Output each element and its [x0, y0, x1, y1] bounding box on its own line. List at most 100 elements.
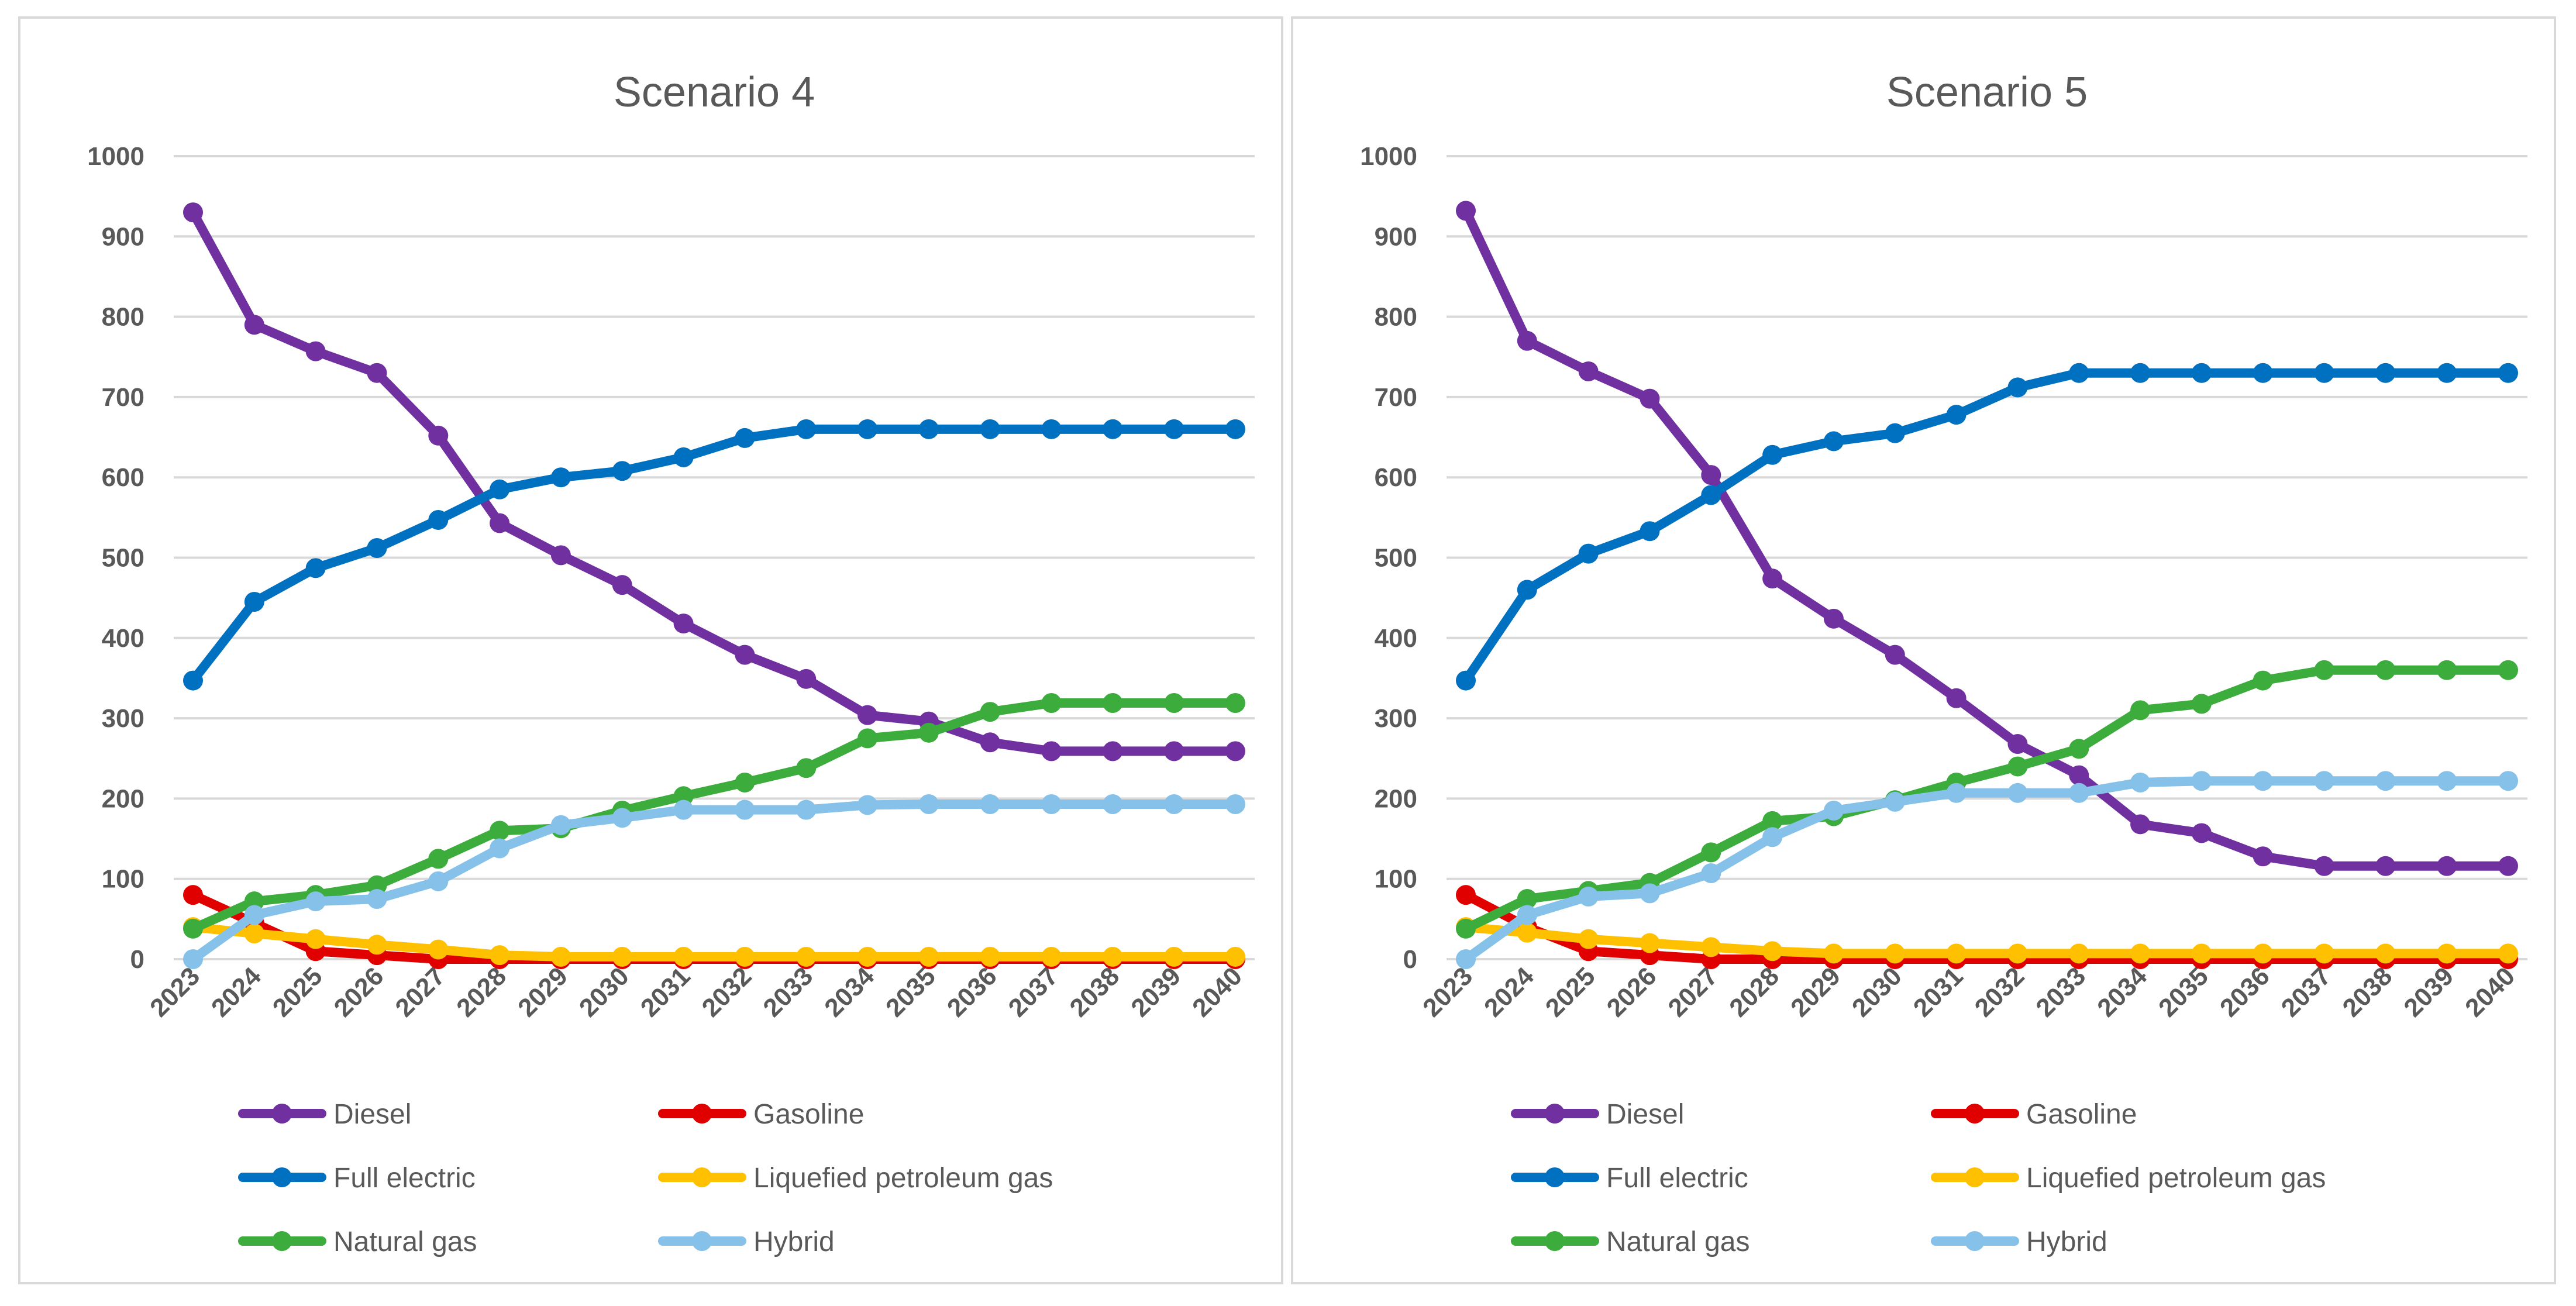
- data-point-diesel: [1225, 741, 1245, 761]
- legend-label-diesel: Diesel: [1606, 1099, 1684, 1130]
- legend-label-hybrid: Hybrid: [2026, 1226, 2107, 1257]
- y-tick-label: 400: [1375, 624, 1417, 653]
- data-point-liquefied-petroleum-gas: [490, 945, 510, 966]
- data-point-full-electric: [1701, 485, 1721, 505]
- data-point-liquefied-petroleum-gas: [2191, 943, 2212, 964]
- series-line-hybrid: [188, 800, 1240, 964]
- data-point-natural-gas: [1225, 693, 1245, 714]
- data-point-full-electric: [735, 428, 755, 448]
- legend-label-liquefied-petroleum-gas: Liquefied petroleum gas: [2026, 1163, 2326, 1194]
- x-tick-label: 2034: [2092, 962, 2153, 1022]
- data-point-diesel: [2130, 814, 2151, 835]
- data-point-hybrid: [796, 800, 817, 820]
- data-point-full-electric: [428, 509, 449, 530]
- y-tick-label: 1000: [87, 142, 144, 171]
- data-point-liquefied-petroleum-gas: [1762, 941, 1783, 962]
- data-point-hybrid: [1885, 791, 1905, 812]
- legend-label-full-electric: Full electric: [333, 1163, 476, 1194]
- x-tick-label: 2033: [2030, 962, 2091, 1022]
- data-point-diesel: [2007, 734, 2028, 754]
- data-point-liquefied-petroleum-gas: [857, 946, 878, 967]
- data-point-full-electric: [2437, 363, 2457, 383]
- data-point-diesel: [980, 732, 1000, 753]
- data-point-liquefied-petroleum-gas: [2314, 943, 2334, 964]
- data-point-liquefied-petroleum-gas: [980, 946, 1000, 967]
- data-point-diesel: [1640, 388, 1660, 409]
- data-point-hybrid: [980, 794, 1000, 815]
- data-point-diesel: [2498, 856, 2518, 876]
- data-point-full-electric: [305, 558, 326, 578]
- x-tick-label: 2040: [1187, 962, 1248, 1022]
- data-point-diesel: [673, 614, 694, 634]
- data-point-hybrid: [244, 905, 264, 925]
- data-point-hybrid: [1946, 783, 1967, 803]
- data-point-hybrid: [2375, 771, 2396, 791]
- y-tick-label: 1000: [1360, 142, 1417, 171]
- data-point-natural-gas: [1762, 811, 1783, 831]
- data-point-diesel: [2069, 765, 2089, 785]
- data-point-natural-gas: [2007, 756, 2028, 777]
- x-tick-label: 2036: [2215, 962, 2275, 1022]
- x-tick-label: 2038: [2337, 962, 2398, 1022]
- data-point-natural-gas: [673, 786, 694, 807]
- data-point-full-electric: [1946, 405, 1967, 425]
- legend-label-liquefied-petroleum-gas: Liquefied petroleum gas: [753, 1163, 1053, 1194]
- y-tick-label: 300: [1375, 704, 1417, 733]
- y-tick-label: 200: [102, 784, 144, 813]
- data-point-natural-gas: [980, 702, 1000, 722]
- data-point-liquefied-petroleum-gas: [2130, 943, 2151, 964]
- legend-marker-diesel: [1545, 1104, 1565, 1124]
- data-point-natural-gas: [1517, 889, 1537, 909]
- data-point-full-electric: [1578, 543, 1599, 564]
- y-tick-label: 800: [102, 303, 144, 332]
- data-point-full-electric: [2130, 363, 2151, 383]
- data-point-hybrid: [367, 889, 387, 909]
- x-tick-label: 2029: [512, 962, 573, 1022]
- data-point-liquefied-petroleum-gas: [305, 929, 326, 949]
- data-point-diesel: [1946, 688, 1967, 708]
- chart-title: Scenario 5: [1886, 69, 2088, 116]
- data-point-hybrid: [612, 808, 632, 828]
- data-point-full-electric: [244, 592, 264, 612]
- data-point-liquefied-petroleum-gas: [1578, 929, 1599, 949]
- data-point-hybrid: [550, 815, 571, 835]
- series-line-diesel: [1461, 206, 2513, 871]
- data-point-full-electric: [367, 538, 387, 559]
- x-tick-label: 2032: [697, 962, 757, 1022]
- x-tick-label: 2040: [2460, 962, 2520, 1022]
- x-tick-label: 2025: [1540, 962, 1601, 1022]
- data-point-hybrid: [305, 891, 326, 912]
- data-point-liquefied-petroleum-gas: [2069, 943, 2089, 964]
- x-tick-label: 2035: [880, 962, 941, 1022]
- x-tick-label: 2037: [1003, 962, 1064, 1022]
- data-point-full-electric: [2314, 363, 2334, 383]
- data-point-liquefied-petroleum-gas: [428, 939, 449, 960]
- data-point-diesel: [550, 545, 571, 566]
- legend-marker-gasoline: [692, 1104, 712, 1124]
- data-point-liquefied-petroleum-gas: [367, 935, 387, 955]
- data-point-liquefied-petroleum-gas: [918, 946, 939, 967]
- data-point-diesel: [1103, 741, 1123, 761]
- data-point-diesel: [796, 668, 817, 689]
- data-point-liquefied-petroleum-gas: [796, 946, 817, 967]
- x-tick-label: 2036: [942, 962, 1003, 1022]
- data-point-full-electric: [1823, 431, 1844, 452]
- data-point-diesel: [1578, 361, 1599, 381]
- data-point-full-electric: [2007, 377, 2028, 398]
- y-tick-label: 400: [102, 624, 144, 653]
- data-point-liquefied-petroleum-gas: [1041, 946, 1062, 967]
- x-tick-label: 2024: [206, 962, 267, 1022]
- data-point-liquefied-petroleum-gas: [1640, 933, 1660, 953]
- data-point-diesel: [1885, 645, 1905, 665]
- data-point-hybrid: [490, 838, 510, 859]
- data-point-full-electric: [1640, 521, 1660, 542]
- data-point-hybrid: [1701, 863, 1721, 884]
- data-point-liquefied-petroleum-gas: [1885, 943, 1905, 964]
- x-tick-label: 2024: [1479, 962, 1540, 1022]
- data-point-natural-gas: [2069, 739, 2089, 759]
- x-tick-label: 2039: [1125, 962, 1186, 1022]
- data-point-liquefied-petroleum-gas: [673, 946, 694, 967]
- series-line-diesel: [188, 208, 1240, 756]
- data-point-diesel: [1762, 568, 1783, 589]
- legend-label-diesel: Diesel: [333, 1099, 411, 1130]
